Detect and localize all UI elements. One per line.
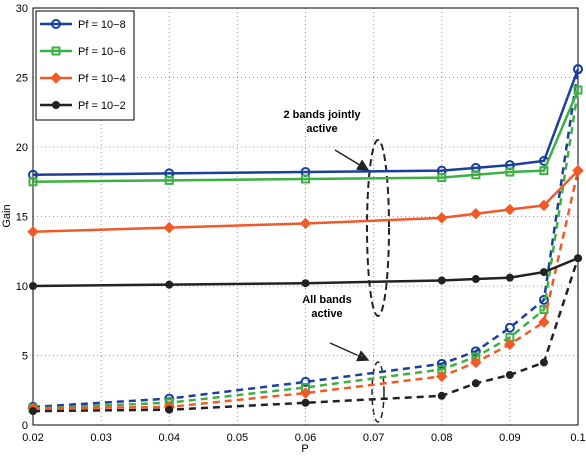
- point: [301, 174, 310, 184]
- legend-marker: [51, 46, 61, 56]
- point: [436, 370, 448, 383]
- point: [470, 208, 482, 220]
- x-tick-label: 0.02: [22, 432, 43, 444]
- point: [301, 279, 310, 288]
- legend-label: Pf = 10−6: [78, 46, 126, 58]
- legend-label: Pf = 10−2: [78, 100, 126, 112]
- legend-marker: [52, 101, 60, 109]
- point: [573, 85, 583, 95]
- point: [436, 212, 448, 224]
- y-tick-label: 15: [16, 212, 28, 224]
- point: [29, 282, 37, 290]
- point: [471, 379, 480, 388]
- annotation: 2 bands jointly: [283, 109, 361, 121]
- y-tick-label: 20: [16, 142, 28, 154]
- point: [573, 64, 583, 75]
- point: [164, 175, 174, 185]
- dashed-line: [32, 170, 580, 410]
- point: [27, 226, 39, 238]
- y-axis-label: Gain: [1, 204, 13, 227]
- point: [538, 199, 550, 212]
- x-tick-label: 0.05: [227, 432, 248, 444]
- y-tick-label: 5: [22, 351, 28, 363]
- annotation-arrow: [334, 149, 370, 171]
- point: [470, 346, 481, 357]
- x-axis-label: P: [301, 443, 308, 453]
- x-tick-label: 0.09: [499, 432, 520, 444]
- y-tick-label: 30: [16, 3, 28, 15]
- legend-label: Pf = 10−4: [78, 73, 126, 85]
- point: [28, 177, 38, 187]
- line: [32, 68, 580, 177]
- point: [505, 167, 515, 177]
- annotation: active: [311, 308, 342, 320]
- legend-label: Pf = 10−8: [78, 19, 126, 31]
- legend-marker: [51, 19, 61, 29]
- point: [504, 322, 515, 333]
- point: [301, 398, 310, 407]
- point: [437, 391, 446, 400]
- line: [32, 257, 579, 288]
- point: [470, 356, 482, 369]
- annotation-arrow: [329, 342, 370, 362]
- dashed-line: [32, 89, 580, 410]
- point: [539, 358, 548, 367]
- x-tick-label: 0.07: [363, 432, 384, 444]
- point: [505, 273, 514, 282]
- point: [163, 221, 175, 234]
- point: [299, 387, 312, 399]
- x-tick-label: 0.08: [431, 432, 452, 444]
- point: [539, 268, 548, 277]
- point: [504, 338, 516, 351]
- point: [437, 173, 447, 183]
- point: [505, 370, 514, 379]
- point: [165, 405, 174, 414]
- point: [504, 203, 516, 216]
- x-tick-label: 0.03: [90, 432, 111, 444]
- annotation: All bands: [302, 294, 352, 306]
- legend-box: [35, 10, 135, 121]
- point: [29, 407, 37, 416]
- dashed-line: [32, 257, 580, 413]
- point: [538, 316, 550, 328]
- dashed-line: [32, 68, 580, 409]
- y-tick-label: 25: [16, 73, 28, 85]
- legend-marker: [50, 72, 62, 84]
- y-tick-label: 10: [16, 281, 28, 293]
- point: [471, 275, 480, 284]
- point: [539, 166, 549, 176]
- point: [574, 254, 582, 263]
- x-tick-label: 0.04: [159, 432, 180, 444]
- point: [539, 305, 549, 315]
- point: [299, 217, 312, 230]
- point: [165, 280, 174, 289]
- y-tick-label: 0: [22, 420, 28, 432]
- point: [471, 170, 481, 180]
- x-tick-label: 0.06: [295, 432, 316, 444]
- point: [572, 164, 584, 177]
- point: [538, 294, 549, 305]
- line: [32, 169, 579, 234]
- point: [300, 376, 311, 387]
- annotation-ellipse: [366, 139, 390, 317]
- x-tick-label: 0.1: [570, 432, 585, 444]
- plot-frame: [32, 7, 579, 426]
- point: [436, 358, 447, 369]
- annotation: active: [306, 123, 337, 135]
- line: [32, 89, 580, 183]
- annotation-ellipse: [371, 361, 385, 423]
- point: [437, 276, 446, 285]
